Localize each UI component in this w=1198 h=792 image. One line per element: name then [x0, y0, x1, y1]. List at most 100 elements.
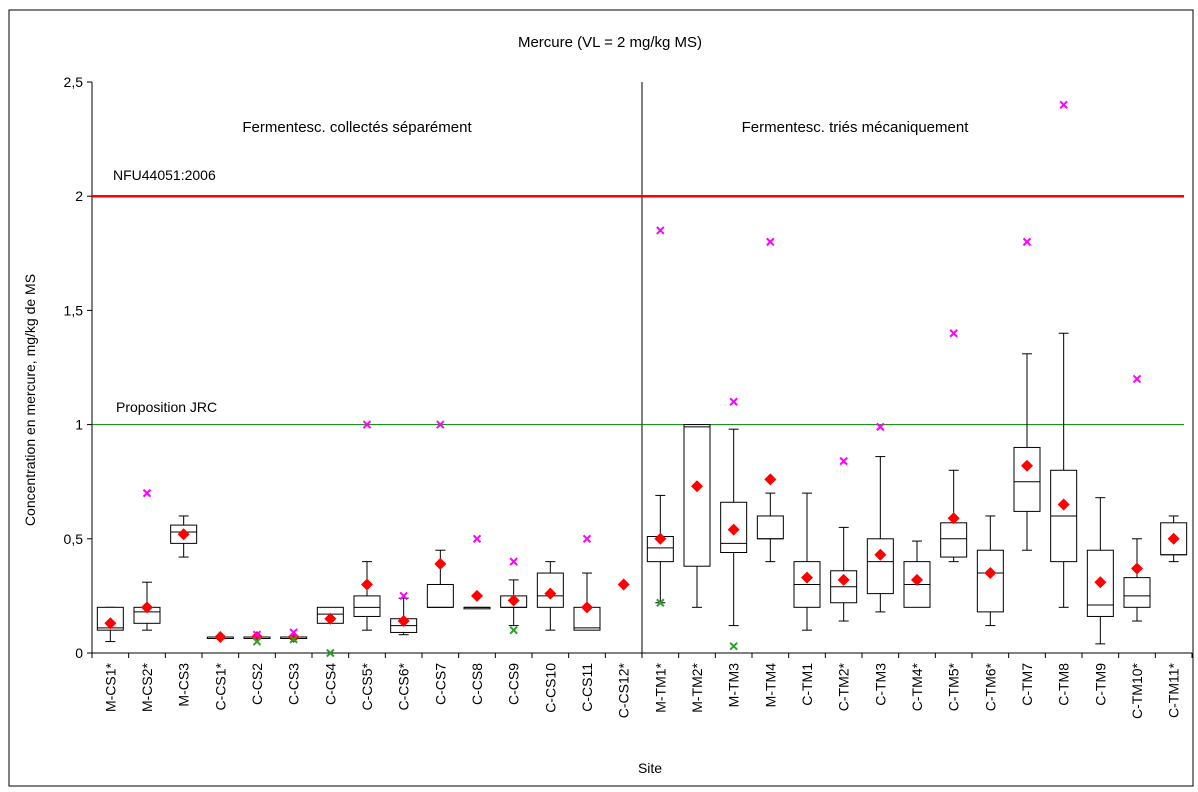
x-tick-label: C-TM4*	[909, 662, 925, 711]
min-marker	[289, 635, 298, 644]
max-marker	[436, 420, 445, 429]
x-tick-label: M-CS1*	[102, 662, 118, 712]
max-marker	[509, 557, 518, 566]
max-marker	[472, 534, 482, 544]
x-tick-label: C-TM1	[799, 663, 815, 706]
x-tick-label: C-TM7	[1019, 663, 1035, 706]
max-marker	[766, 237, 775, 247]
mean-marker	[287, 631, 300, 644]
x-tick-label: C-TM8	[1056, 663, 1072, 706]
x-tick-label: C-TM10*	[1129, 662, 1145, 719]
mean-marker	[654, 532, 667, 545]
max-marker	[876, 422, 885, 432]
max-marker	[1022, 237, 1032, 247]
mean-marker	[911, 573, 923, 586]
x-tick-label: C-TM9	[1092, 663, 1108, 706]
mean-marker	[434, 557, 447, 570]
box	[1013, 446, 1041, 512]
chart-frame	[8, 9, 1194, 787]
y-tick-label: 1	[75, 417, 83, 433]
min-marker	[326, 648, 335, 658]
group-label-mechanically-sorted: Fermentesc. triés mécaniquement	[742, 119, 970, 136]
x-tick-label: M-TM1*	[652, 662, 668, 712]
x-tick-label: C-CS6*	[396, 662, 412, 710]
mean-marker	[1057, 498, 1070, 511]
box	[756, 515, 784, 540]
mean-marker	[471, 589, 483, 602]
box	[426, 583, 454, 608]
mean-marker	[104, 617, 117, 630]
x-tick-label: C-CS7	[432, 663, 448, 705]
mean-marker	[801, 571, 813, 584]
y-tick-label: 2	[75, 188, 83, 204]
max-marker	[949, 329, 958, 338]
y-tick-label: 2,5	[64, 74, 84, 90]
x-tick-label: C-CS9	[506, 663, 522, 705]
mean-marker	[984, 567, 997, 580]
mean-marker	[764, 473, 777, 486]
x-tick-label: C-TM3	[872, 663, 888, 706]
min-marker	[252, 637, 262, 646]
mean-marker	[214, 631, 227, 644]
min-marker	[656, 598, 665, 607]
x-tick-label: M-TM2*	[689, 662, 705, 712]
mean-marker	[324, 612, 337, 625]
mean-marker	[1131, 562, 1143, 575]
x-tick-label: M-TM4	[762, 663, 778, 708]
y-axis-label: Concentration en mercure, mg/kg de MS	[22, 274, 38, 526]
y-tick-label: 0,5	[64, 531, 84, 547]
max-marker	[582, 534, 592, 544]
mean-marker	[1094, 576, 1107, 589]
box	[940, 522, 968, 558]
box	[1123, 577, 1151, 608]
mean-marker	[691, 480, 703, 493]
mean-marker	[1021, 459, 1033, 472]
mean-marker	[1167, 532, 1180, 545]
chart-title: Mercure (VL = 2 mg/kg MS)	[518, 34, 702, 51]
max-marker	[1059, 100, 1068, 110]
max-marker	[252, 630, 262, 639]
x-tick-label: C-CS3	[286, 663, 302, 705]
mean-marker	[837, 573, 850, 586]
box	[683, 424, 711, 567]
max-marker	[656, 226, 665, 235]
max-marker	[289, 628, 298, 637]
box	[353, 595, 381, 617]
x-tick-label: C-TM11*	[1166, 662, 1182, 718]
x-tick-label: C-TM5*	[946, 662, 962, 711]
x-axis-label: Site	[638, 760, 662, 776]
x-tick-label: C-CS12*	[616, 662, 632, 718]
mean-marker	[581, 601, 593, 614]
mean-marker	[361, 578, 373, 591]
x-tick-label: C-CS2	[249, 663, 265, 705]
group-label-separately-collected: Fermentesc. collectés séparément	[242, 119, 472, 136]
y-tick-label: 0	[75, 645, 83, 661]
x-tick-label: C-TM2*	[836, 662, 852, 711]
max-marker	[399, 591, 408, 601]
mean-marker	[617, 578, 630, 591]
mean-marker	[947, 512, 960, 525]
x-tick-label: C-CS8	[469, 663, 485, 705]
x-tick-label: M-CS3	[176, 663, 192, 707]
mean-marker	[544, 587, 557, 600]
mean-marker	[397, 615, 410, 628]
mean-marker	[141, 601, 153, 614]
mean-marker	[251, 631, 263, 644]
box	[536, 572, 564, 608]
x-tick-label: C-CS5*	[359, 662, 375, 710]
max-marker	[839, 456, 848, 466]
min-marker	[729, 641, 738, 651]
x-tick-label: M-TM3	[726, 663, 742, 708]
box	[976, 549, 1004, 613]
mean-marker	[874, 548, 887, 561]
mean-marker	[727, 523, 740, 536]
x-tick-label: C-CS1*	[212, 662, 228, 710]
max-marker	[729, 397, 738, 406]
reference-line-label-jrc: Proposition JRC	[116, 399, 217, 415]
x-tick-label: C-TM6*	[982, 662, 998, 711]
x-tick-label: C-CS11	[579, 663, 595, 712]
x-tick-label: C-CS4	[322, 663, 338, 705]
min-marker	[509, 625, 518, 635]
